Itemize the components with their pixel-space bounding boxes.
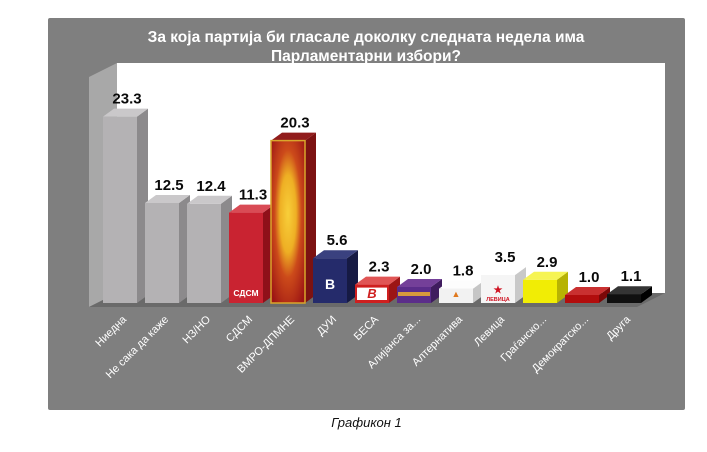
bar-value-label: 11.3	[239, 187, 267, 204]
bar-value-label: 5.6	[327, 232, 348, 249]
bar-top-face	[145, 195, 190, 203]
bar-logo-text: ▲	[452, 289, 461, 299]
bar-front-face	[270, 139, 306, 304]
bar-logo-text: B	[367, 286, 376, 301]
bar-value-label: 1.1	[621, 268, 642, 285]
bar-value-label: 2.9	[537, 254, 558, 271]
bar-value-label: 12.4	[196, 178, 226, 195]
bar-top-face	[313, 250, 358, 259]
bar-top-face	[229, 204, 274, 213]
bar-logo-panel	[357, 287, 387, 300]
bar-front-face	[313, 258, 347, 303]
bar-front-face	[145, 203, 179, 303]
bar-front-face	[187, 203, 221, 303]
bar-front-face	[565, 295, 599, 303]
chart-title-line1: За која партија би гласале доколку следн…	[148, 29, 585, 46]
bar-logo-subtext: ЛЕВИЦА	[486, 297, 509, 303]
chart-caption: Графикон 1	[331, 415, 402, 430]
bar-top-face	[271, 132, 316, 141]
bar-logo-text: СДСМ	[233, 288, 258, 298]
bar-top-face	[523, 271, 568, 280]
bar-value-label: 20.3	[280, 115, 309, 132]
bar-top-face	[355, 276, 400, 285]
bar-side-face	[599, 287, 610, 303]
bar-logo-text: ★	[494, 285, 503, 296]
bar-value-label: 23.3	[112, 91, 141, 108]
bar-top-face	[397, 279, 442, 287]
bar-top-face	[187, 195, 232, 204]
bar-value-label: 2.0	[411, 261, 432, 278]
bar-value-label: 2.3	[369, 259, 390, 276]
bar-top-face	[439, 280, 484, 289]
bar-logo-stripe	[398, 292, 430, 296]
bar-value-label: 1.8	[453, 263, 474, 280]
bar-value-label: 1.0	[579, 269, 600, 286]
bar-top-face	[607, 286, 652, 295]
bar-value-label: 3.5	[495, 249, 516, 266]
bar-top-face	[103, 108, 148, 117]
bar-front-face	[607, 294, 641, 303]
bar-logo-text: B	[325, 276, 335, 292]
chart-title-line2: Парламентарни избори?	[271, 48, 461, 65]
bar-front-face	[481, 275, 515, 303]
bar-front-face	[523, 279, 557, 303]
bar-top-face	[565, 287, 610, 295]
bar-front-face	[439, 288, 473, 303]
bar-side-face	[641, 286, 652, 303]
bar-value-label: 12.5	[154, 177, 183, 194]
bar-front-face	[103, 116, 137, 303]
bar-top-face	[481, 267, 526, 275]
bar-front-face	[229, 212, 263, 303]
